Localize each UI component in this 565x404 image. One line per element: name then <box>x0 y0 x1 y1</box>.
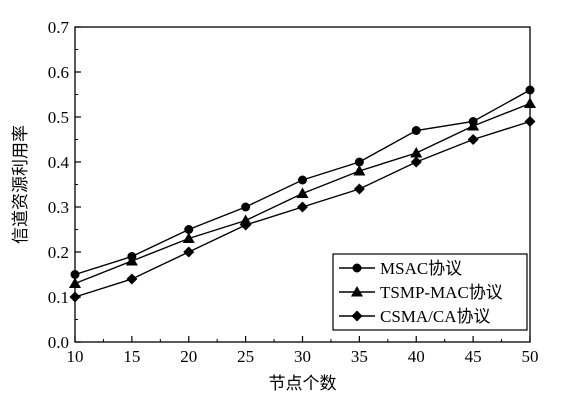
data-point <box>183 246 195 258</box>
data-point <box>184 225 194 234</box>
y-axis: 0.0 0.1 0.2 0.3 0.4 0.5 0.6 0.7 <box>48 18 81 352</box>
x-tick-label: 20 <box>180 347 197 366</box>
data-point <box>410 156 422 168</box>
data-point <box>354 157 364 167</box>
data-point <box>467 134 479 145</box>
data-point <box>467 120 480 131</box>
legend-marker <box>352 263 362 273</box>
data-point <box>69 291 81 303</box>
data-point <box>298 175 307 185</box>
legend-label: CSMA/CA协议 <box>380 307 491 326</box>
data-point <box>296 187 309 198</box>
legend-marker <box>351 310 363 322</box>
data-point <box>410 147 423 158</box>
data-point <box>70 270 80 279</box>
data-point <box>297 201 308 213</box>
y-tick-label: 0.6 <box>48 63 69 82</box>
y-tick-label: 0.0 <box>48 333 69 352</box>
data-point <box>125 255 138 266</box>
x-axis: 10 15 20 25 30 35 40 45 50 <box>67 336 539 366</box>
data-point <box>182 232 195 243</box>
data-point <box>353 183 365 195</box>
legend-marker <box>351 286 363 297</box>
y-axis-title: 信道资源利用率 <box>11 125 30 244</box>
data-point <box>524 97 536 108</box>
x-tick-label: 30 <box>294 347 311 366</box>
data-point <box>525 85 535 95</box>
data-point <box>524 116 536 127</box>
data-point <box>240 219 252 231</box>
legend-label: TSMP-MAC协议 <box>380 283 503 302</box>
series-layer <box>69 85 536 303</box>
y-tick-label: 0.1 <box>48 288 69 307</box>
series-3 <box>69 116 536 303</box>
legend-item: TSMP-MAC协议 <box>339 283 503 302</box>
y-tick-label: 0.7 <box>48 18 70 37</box>
legend-item: MSAC协议 <box>339 259 462 278</box>
x-axis-title: 节点个数 <box>269 374 337 393</box>
x-tick-label: 40 <box>408 347 425 366</box>
data-point <box>126 273 138 285</box>
legend-item: CSMA/CA协议 <box>339 307 491 326</box>
data-point <box>411 126 421 135</box>
x-tick-label: 25 <box>237 347 254 366</box>
y-tick-label: 0.4 <box>48 153 70 172</box>
y-tick-label: 0.3 <box>48 198 69 217</box>
series-1 <box>70 85 535 279</box>
legend: MSAC协议 TSMP-MAC协议 CSMA/CA协议 <box>332 253 528 331</box>
x-tick-label: 10 <box>67 347 84 366</box>
data-point <box>69 277 81 288</box>
y-tick-label: 0.5 <box>48 108 69 127</box>
data-point <box>241 202 251 212</box>
x-tick-label: 35 <box>351 347 368 366</box>
x-tick-label: 50 <box>522 347 539 366</box>
data-point <box>353 165 366 176</box>
x-tick-label: 15 <box>123 347 140 366</box>
y-tick-label: 0.2 <box>48 243 69 262</box>
legend-label: MSAC协议 <box>380 259 462 278</box>
x-tick-label: 45 <box>465 347 482 366</box>
